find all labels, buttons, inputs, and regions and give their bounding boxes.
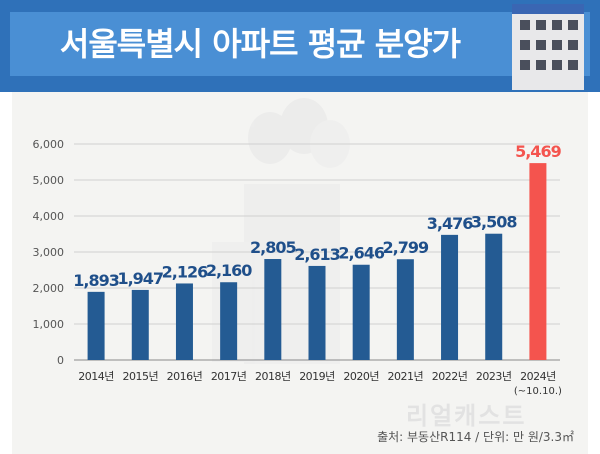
bar-chart: 0 1,000 2,000 3,000 4,000 5,000 6,000 1,8931,9… — [33, 98, 563, 397]
bar — [529, 163, 547, 360]
bar — [220, 282, 238, 360]
chart-area: 0 1,000 2,000 3,000 4,000 5,000 6,000 1,893 1,9… — [12, 92, 588, 454]
x-tick-label: 2022년 — [432, 370, 468, 383]
bar — [308, 265, 326, 360]
x-tick-label: 2016년 — [167, 370, 203, 383]
bar-value-label: 2,805 — [250, 238, 296, 257]
x-tick-label: 2017년 — [211, 370, 247, 383]
bar-value-label: 2,799 — [383, 238, 429, 257]
x-tick-label: 2014년 — [78, 370, 114, 383]
y-tick-label: 5,000 — [33, 174, 65, 187]
bar — [87, 291, 105, 360]
header-panel: 서울특별시 아파트 평균 분양가 — [10, 12, 590, 76]
x-tick-label: 2023년 — [476, 370, 512, 383]
header-banner: 서울특별시 아파트 평균 분양가 — [0, 0, 600, 92]
y-tick-label: 2,000 — [33, 282, 65, 295]
bar-value-label: 5,469 — [515, 142, 561, 161]
bar-value-label: 2,646 — [338, 244, 384, 263]
y-tick-label: 6,000 — [33, 138, 65, 151]
bar-value-label: 2,126 — [162, 262, 208, 281]
bar — [352, 264, 370, 360]
source-note: 출처: 부동산R114 / 단위: 만 원/3.3㎡ — [377, 430, 574, 444]
x-tick-label: 2015년 — [122, 370, 158, 383]
bar-value-label: 1,947 — [117, 269, 163, 288]
bar-value-label: 3,476 — [427, 214, 473, 233]
x-tick-label: 2020년 — [343, 370, 379, 383]
x-tick-label: 2024년 — [520, 370, 556, 383]
bar-value-label: 2,613 — [294, 245, 340, 264]
bar — [396, 259, 414, 360]
x-tick-sublabel: (~10.10.) — [514, 386, 562, 397]
x-tick-label: 2019년 — [299, 370, 335, 383]
bar — [485, 233, 503, 360]
bar-value-label: 2,160 — [206, 261, 252, 280]
apartment-building-icon — [512, 4, 584, 90]
y-tick-label: 3,000 — [33, 246, 65, 259]
bar — [441, 234, 459, 360]
bar — [264, 259, 282, 360]
x-tick-label: 2018년 — [255, 370, 291, 383]
bar — [175, 283, 193, 360]
watermark: 리얼캐스트 — [406, 402, 527, 430]
page-title: 서울특별시 아파트 평균 분양가 — [59, 25, 461, 63]
y-tick-label: 0 — [57, 354, 64, 367]
y-tick-label: 4,000 — [33, 210, 65, 223]
bar-value-label: 1,893 — [73, 271, 119, 290]
y-tick-label: 1,000 — [33, 318, 65, 331]
x-tick-label: 2021년 — [388, 370, 424, 383]
bar-value-label: 3,508 — [471, 213, 517, 232]
bar — [131, 289, 149, 360]
